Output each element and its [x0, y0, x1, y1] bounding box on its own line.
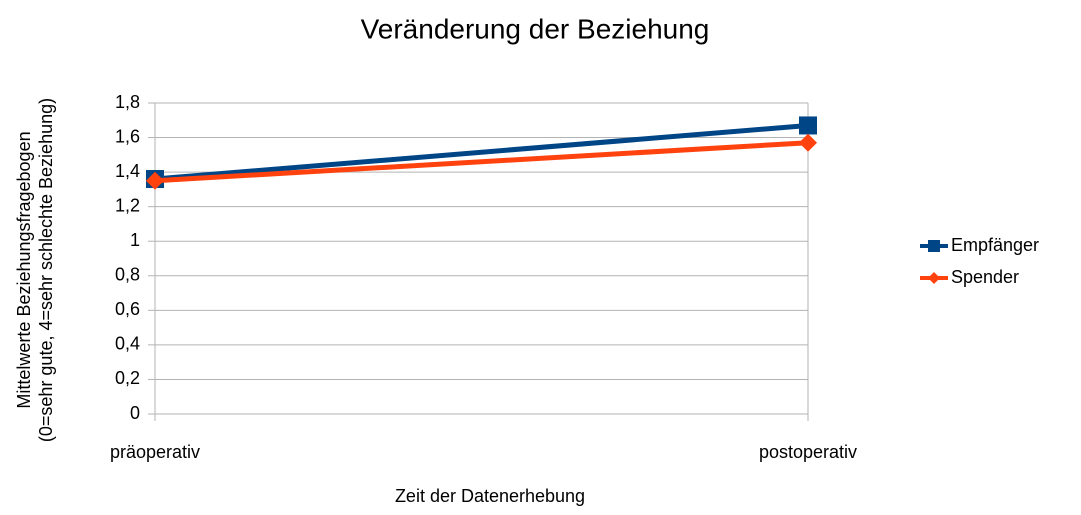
y-tick-label: 1,8 [115, 92, 140, 112]
x-axis-label: Zeit der Datenerhebung [395, 486, 585, 506]
y-tick-label: 0,4 [115, 334, 140, 354]
y-tick-label: 0 [130, 403, 140, 423]
marker [146, 171, 164, 190]
y-axis-label-line: Mittelwerte Beziehungsfragebogen [14, 131, 34, 408]
x-tick-label: präoperativ [110, 442, 200, 462]
marker [799, 116, 817, 135]
legend-label: Empfänger [951, 235, 1039, 255]
y-axis-label-line: (0=sehr gute, 4=sehr schlechte Beziehung… [36, 98, 56, 442]
chart-title: Veränderung der Beziehung [361, 13, 710, 44]
y-tick-label: 1,6 [115, 126, 140, 146]
y-axis-label: Mittelwerte Beziehungsfragebogen (0=sehr… [14, 98, 56, 442]
y-tick-label: 0,2 [115, 368, 140, 388]
series-line [154, 122, 809, 182]
y-tick-label: 1,4 [115, 161, 140, 181]
legend-label: Spender [951, 267, 1019, 287]
legend-marker [928, 272, 940, 284]
legend-marker [928, 240, 940, 252]
series-line [154, 140, 809, 184]
y-tick-label: 1 [130, 230, 140, 250]
y-tick-label: 0,6 [115, 299, 140, 319]
marker [799, 133, 817, 152]
x-tick-label: postoperativ [759, 442, 857, 462]
y-tick-label: 0,8 [115, 265, 140, 285]
y-tick-label: 1,2 [115, 195, 140, 215]
